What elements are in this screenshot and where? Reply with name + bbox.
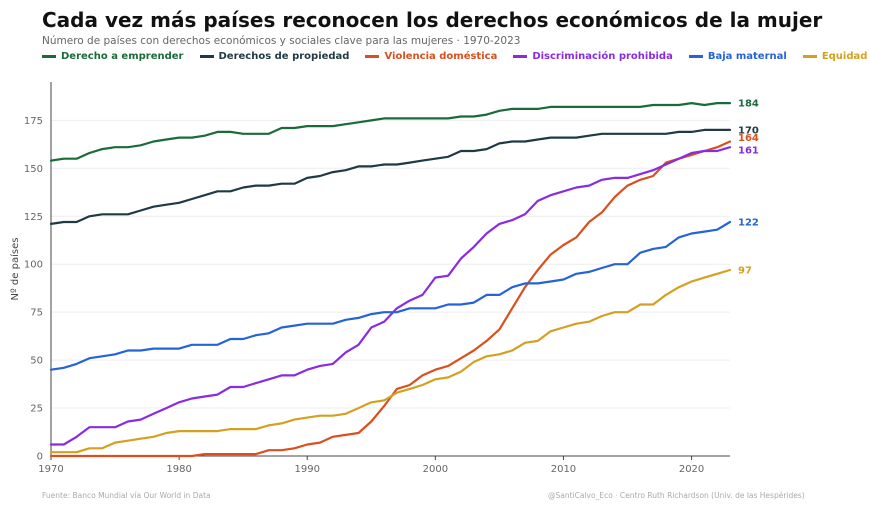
- legend-label: Derecho a emprender: [61, 51, 184, 62]
- series-line-3: [49, 140, 732, 458]
- legend-item: Equidad salarial: [802, 51, 870, 62]
- legend-swatch: [42, 55, 56, 58]
- y-tick-label: 150: [24, 164, 43, 175]
- series-line-6: [49, 268, 732, 454]
- y-tick-label: 25: [30, 404, 43, 415]
- end-value-label: 184: [738, 99, 759, 110]
- y-tick-label: 100: [24, 260, 43, 271]
- legend-swatch: [199, 55, 214, 58]
- source-note: Fuente: Banco Mundial vía Our World in D…: [42, 491, 211, 500]
- series-line-5: [49, 220, 732, 371]
- legend-label: Equidad salarial: [821, 51, 870, 62]
- chart-legend: Derecho a emprender Derechos de propiedad…: [42, 51, 870, 62]
- legend-item: Derechos de propiedad: [199, 51, 350, 62]
- chart-title: Cada vez más países reconocen los derech…: [42, 8, 823, 32]
- x-tick-label: 2000: [423, 464, 448, 475]
- legend-swatch: [802, 55, 817, 58]
- y-tick-label: 175: [24, 116, 43, 127]
- y-tick-label: 0: [37, 452, 43, 463]
- legend-label: Discriminación prohibida: [532, 51, 673, 62]
- legend-swatch: [688, 55, 703, 58]
- credit-note: @SantiCalvo_Eco · Centro Ruth Richardson…: [548, 491, 805, 500]
- x-tick-label: 1970: [38, 464, 63, 475]
- end-value-label: 164: [738, 133, 759, 144]
- series-line-2: [49, 128, 732, 225]
- end-value-label: 161: [738, 146, 759, 157]
- series-line-4: [49, 146, 732, 446]
- end-value-label: 97: [738, 265, 752, 276]
- legend-item: Baja maternal: [688, 51, 787, 62]
- x-tick-label: 2020: [679, 464, 704, 475]
- legend-item: Discriminación prohibida: [513, 51, 673, 62]
- legend-label: Baja maternal: [707, 51, 787, 62]
- chart-subtitle: Número de países con derechos económicos…: [42, 35, 521, 47]
- legend-item: Derecho a emprender: [42, 51, 184, 62]
- end-value-label: 122: [738, 218, 759, 229]
- legend-item: Violencia doméstica: [365, 51, 497, 62]
- y-axis-title: Nº de países: [9, 238, 21, 301]
- x-tick-label: 1980: [166, 464, 191, 475]
- legend-label: Derechos de propiedad: [218, 51, 350, 62]
- x-tick-label: 2010: [551, 464, 576, 475]
- legend-swatch: [365, 55, 380, 58]
- y-tick-label: 50: [30, 356, 43, 367]
- series-line-1: [49, 101, 732, 162]
- legend-label: Violencia doméstica: [384, 51, 498, 62]
- y-tick-label: 125: [24, 212, 43, 223]
- x-tick-label: 1990: [294, 464, 319, 475]
- end-value-label: 170: [738, 125, 759, 136]
- legend-swatch: [513, 55, 528, 58]
- y-tick-label: 75: [30, 308, 43, 319]
